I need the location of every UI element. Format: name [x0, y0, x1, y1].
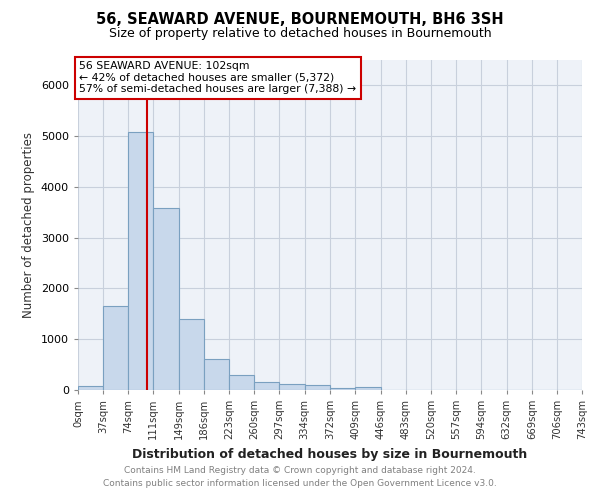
Bar — [229, 375, 254, 390]
Bar — [305, 386, 331, 390]
Y-axis label: Number of detached properties: Number of detached properties — [22, 132, 35, 318]
Bar — [128, 132, 153, 390]
Text: Size of property relative to detached houses in Bournemouth: Size of property relative to detached ho… — [109, 28, 491, 40]
Bar — [280, 384, 305, 390]
Bar — [331, 388, 355, 390]
Text: 56, SEAWARD AVENUE, BOURNEMOUTH, BH6 3SH: 56, SEAWARD AVENUE, BOURNEMOUTH, BH6 3SH — [96, 12, 504, 28]
Bar — [204, 359, 229, 390]
Bar — [254, 382, 280, 390]
Text: Contains HM Land Registry data © Crown copyright and database right 2024.
Contai: Contains HM Land Registry data © Crown c… — [103, 466, 497, 487]
X-axis label: Distribution of detached houses by size in Bournemouth: Distribution of detached houses by size … — [133, 448, 527, 460]
Text: 56 SEAWARD AVENUE: 102sqm
← 42% of detached houses are smaller (5,372)
57% of se: 56 SEAWARD AVENUE: 102sqm ← 42% of detac… — [79, 61, 356, 94]
Bar — [78, 386, 103, 390]
Bar — [153, 208, 179, 390]
Bar — [355, 386, 380, 390]
Bar — [103, 306, 128, 390]
Bar — [179, 319, 204, 390]
